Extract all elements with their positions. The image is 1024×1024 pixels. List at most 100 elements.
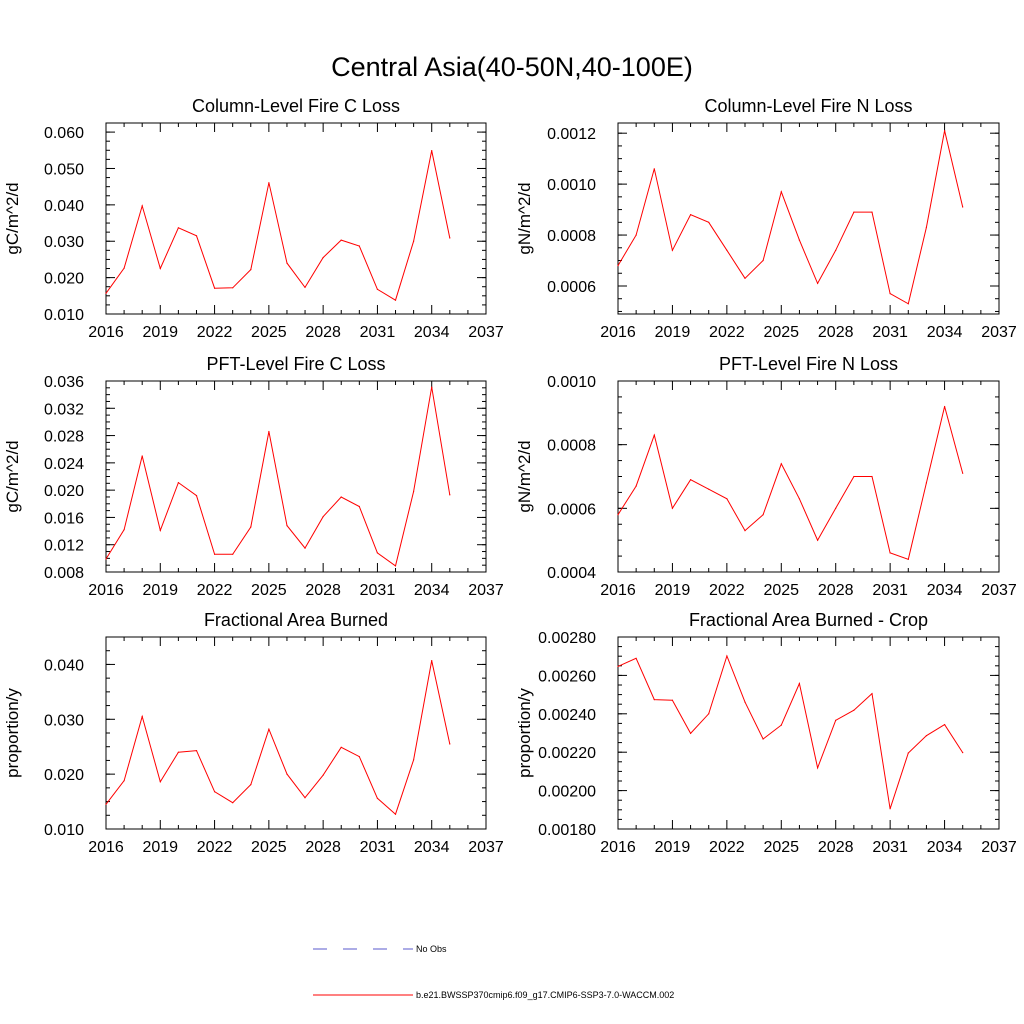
x-tick-label: 2022 (197, 582, 233, 599)
x-tick-label: 2016 (88, 324, 124, 341)
x-tick-label: 2034 (414, 839, 450, 856)
data-point (944, 724, 946, 726)
data-point (962, 752, 964, 754)
data-point (214, 287, 216, 289)
data-point (340, 496, 342, 498)
y-axis-label: proportion/y (3, 688, 22, 778)
panel-title: PFT-Level Fire C Loss (206, 354, 385, 374)
data-point (617, 665, 619, 668)
data-point (123, 267, 125, 269)
x-tick-label: 2034 (414, 324, 450, 341)
data-point (358, 245, 360, 247)
x-tick-label: 2016 (600, 839, 636, 856)
series-line (617, 654, 964, 809)
data-point (708, 488, 710, 490)
y-tick-label: 0.030 (44, 712, 84, 729)
panel-4: 2016 2019 2022 2025 2028 2031 2034 2037 0.0004 0.… (515, 354, 1017, 599)
data-point (744, 530, 746, 532)
x-tick-label: 2022 (709, 839, 745, 856)
data-point (726, 249, 728, 251)
data-point (159, 529, 161, 532)
data-point (413, 490, 415, 493)
x-tick-label: 2019 (655, 582, 691, 599)
data-point (671, 699, 674, 701)
data-point (268, 728, 270, 730)
data-point (304, 547, 306, 549)
data-point (286, 525, 288, 527)
y-tick-label: 0.0012 (547, 126, 596, 143)
data-point (653, 699, 655, 701)
legend-model-label: b.e21.BWSSP370cmip6.f09_g17.CMIP6-SSP3-7… (416, 990, 674, 1000)
data-point (690, 214, 692, 216)
y-axis-label: gC/m^2/d (3, 182, 22, 254)
y-tick-label: 0.020 (44, 271, 84, 288)
x-tick-label: 2031 (360, 582, 396, 599)
data-point (268, 182, 270, 184)
x-tick-label: 2025 (251, 582, 287, 599)
y-tick-label: 0.008 (44, 565, 84, 582)
x-tick-label: 2016 (600, 324, 636, 341)
x-tick-label: 2028 (818, 324, 854, 341)
data-point (617, 514, 619, 516)
x-tick-label: 2016 (88, 582, 124, 599)
x-tick-label: 2025 (251, 839, 287, 856)
data-point (871, 211, 873, 213)
data-point (835, 719, 837, 721)
x-tick-label: 2037 (468, 839, 504, 856)
data-point (268, 430, 270, 433)
x-tick-label: 2019 (142, 582, 178, 599)
data-point (232, 802, 234, 804)
data-point (322, 516, 324, 518)
data-point (944, 130, 946, 132)
data-point (817, 282, 819, 284)
figure-title: Central Asia(40-50N,40-100E) (331, 52, 693, 82)
x-tick-label: 2022 (197, 839, 233, 856)
y-tick-label: 0.012 (44, 538, 84, 555)
x-tick-label: 2037 (468, 324, 504, 341)
panel-title: Fractional Area Burned (204, 610, 388, 630)
x-tick-label: 2034 (927, 324, 963, 341)
data-point (798, 682, 801, 685)
x-tick-label: 2028 (818, 582, 854, 599)
data-point (232, 287, 234, 289)
data-point (322, 257, 324, 259)
y-tick-label: 0.0010 (547, 177, 596, 194)
data-point (394, 299, 397, 301)
x-tick-label: 2031 (360, 324, 396, 341)
data-point (413, 759, 415, 761)
x-tick-label: 2034 (927, 839, 963, 856)
y-tick-label: 0.0006 (547, 279, 596, 296)
y-tick-label: 0.0010 (547, 374, 596, 391)
data-point (798, 239, 801, 241)
data-point (708, 221, 710, 223)
data-point (962, 206, 964, 208)
x-tick-label: 2016 (88, 839, 124, 856)
x-tick-label: 2019 (142, 324, 178, 341)
panel-title: Column-Level Fire C Loss (192, 96, 400, 116)
panel-5: 2016 2019 2022 2025 2028 2031 2034 2037 0.010 0.0… (3, 610, 504, 856)
data-point (376, 552, 378, 554)
data-point (653, 434, 655, 436)
panel-1: 2016 2019 2022 2025 2028 2031 2034 2037 0.010 0.0… (3, 96, 504, 341)
data-point (250, 526, 252, 528)
y-tick-label: 0.024 (44, 456, 84, 473)
x-tick-label: 2019 (655, 839, 691, 856)
data-point (762, 738, 764, 740)
data-point (635, 234, 637, 236)
data-point (340, 239, 342, 241)
data-point (907, 752, 909, 754)
x-tick-label: 2031 (872, 839, 908, 856)
legend: No Obs b.e21.BWSSP370cmip6.f09_g17.CMIP6… (313, 944, 674, 1000)
data-point (250, 269, 252, 271)
data-point (925, 735, 928, 737)
x-tick-label: 2037 (981, 582, 1017, 599)
y-tick-label: 0.030 (44, 234, 84, 251)
y-tick-label: 0.020 (44, 483, 84, 500)
y-axis-label: proportion/y (515, 688, 534, 778)
panel-2: 2016 2019 2022 2025 2028 2031 2034 2037 0.0006 0.… (515, 96, 1017, 341)
data-point (726, 498, 728, 500)
data-point (358, 505, 360, 508)
data-point (817, 767, 819, 769)
